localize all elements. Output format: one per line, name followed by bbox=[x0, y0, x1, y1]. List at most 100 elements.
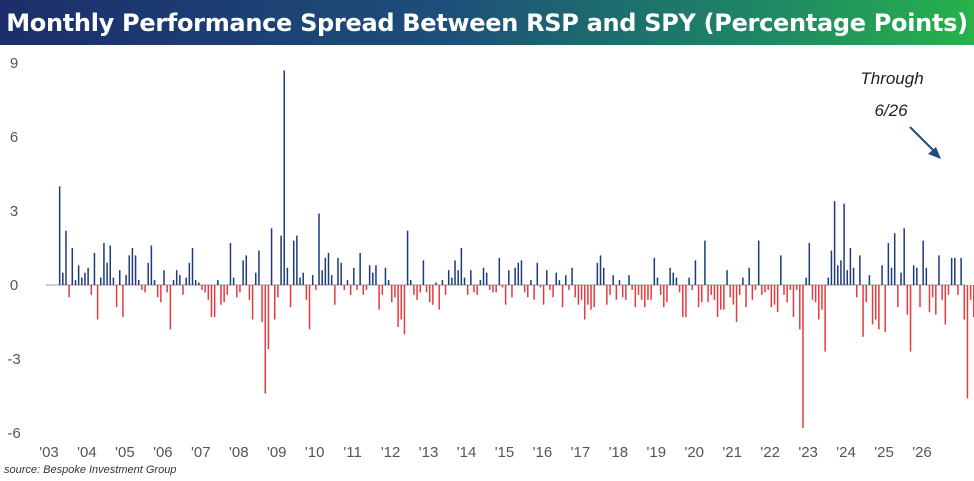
bar bbox=[315, 285, 317, 290]
bar bbox=[280, 235, 282, 285]
bar bbox=[653, 257, 656, 285]
bar bbox=[824, 285, 826, 352]
annotation-arrow-head bbox=[928, 147, 941, 159]
bar bbox=[201, 285, 203, 290]
bar bbox=[754, 285, 757, 290]
bar bbox=[305, 285, 308, 300]
bar bbox=[596, 262, 599, 285]
bar bbox=[403, 285, 406, 335]
bar bbox=[783, 285, 785, 295]
x-tick-label: '19 bbox=[647, 444, 667, 461]
bar bbox=[359, 252, 361, 285]
bar bbox=[125, 275, 127, 285]
bar bbox=[713, 285, 716, 300]
annotation-arrow-line bbox=[909, 126, 937, 154]
bar bbox=[925, 267, 928, 285]
bar bbox=[400, 285, 403, 320]
bar bbox=[903, 228, 905, 285]
bar bbox=[707, 285, 709, 303]
bar bbox=[881, 265, 883, 285]
bar bbox=[944, 285, 947, 325]
bar bbox=[843, 203, 845, 285]
bar bbox=[738, 285, 741, 295]
bar bbox=[103, 243, 105, 285]
bar bbox=[900, 272, 902, 285]
bar bbox=[191, 248, 194, 285]
bar bbox=[583, 285, 586, 320]
bar bbox=[852, 267, 855, 285]
bar bbox=[182, 285, 184, 295]
bar bbox=[217, 280, 219, 285]
bar bbox=[656, 277, 659, 285]
bar bbox=[644, 285, 646, 308]
bar bbox=[663, 285, 665, 308]
bar bbox=[77, 265, 80, 285]
y-tick-label: -3 bbox=[7, 351, 20, 368]
bar bbox=[688, 277, 690, 285]
bar bbox=[947, 285, 950, 295]
bar bbox=[343, 285, 346, 290]
bar bbox=[814, 285, 817, 303]
bar bbox=[871, 285, 874, 325]
bar bbox=[504, 285, 507, 305]
bar bbox=[438, 285, 440, 310]
x-tick-label: '20 bbox=[684, 444, 704, 461]
bar bbox=[166, 285, 168, 293]
bar bbox=[302, 272, 304, 285]
bar bbox=[473, 285, 475, 293]
bar bbox=[846, 270, 848, 285]
bar bbox=[368, 265, 371, 285]
bar bbox=[451, 277, 453, 285]
bar bbox=[552, 285, 554, 298]
bar bbox=[144, 285, 146, 293]
bar bbox=[87, 267, 89, 285]
bar bbox=[780, 255, 782, 285]
bar bbox=[685, 285, 687, 318]
bar bbox=[710, 285, 712, 295]
x-tick-label: '17 bbox=[571, 444, 591, 461]
bar bbox=[74, 280, 77, 285]
bar bbox=[432, 285, 434, 305]
bar bbox=[590, 285, 592, 310]
bar bbox=[318, 213, 320, 285]
bar bbox=[277, 285, 279, 298]
bar bbox=[346, 280, 349, 285]
bar bbox=[928, 285, 931, 313]
bar bbox=[514, 267, 516, 285]
x-tick-label: '23 bbox=[798, 444, 818, 461]
bar bbox=[226, 285, 229, 295]
bar bbox=[808, 243, 811, 285]
bar bbox=[849, 248, 852, 285]
bar bbox=[498, 257, 501, 285]
bar bbox=[476, 285, 478, 295]
bar bbox=[729, 285, 731, 298]
bar bbox=[454, 260, 456, 285]
bar bbox=[634, 285, 637, 308]
bar bbox=[267, 285, 270, 350]
bar bbox=[425, 285, 428, 293]
bar bbox=[378, 285, 380, 310]
bar bbox=[795, 285, 798, 290]
bar bbox=[732, 285, 735, 305]
bar bbox=[969, 285, 972, 300]
bar bbox=[119, 270, 121, 285]
bar bbox=[776, 285, 779, 313]
bar bbox=[239, 285, 241, 293]
y-axis: 9 6 3 0 -3 -6 bbox=[7, 55, 20, 442]
x-tick-label: '18 bbox=[609, 444, 629, 461]
annotation-line-2: 6/26 bbox=[874, 101, 908, 120]
bar bbox=[232, 277, 235, 285]
bar bbox=[735, 285, 738, 322]
bar bbox=[286, 267, 289, 285]
bar bbox=[571, 267, 573, 285]
bar bbox=[93, 252, 96, 285]
bar bbox=[770, 285, 773, 308]
x-tick-label: '04 bbox=[77, 444, 97, 461]
bar bbox=[960, 257, 962, 285]
bar bbox=[878, 285, 880, 330]
bar bbox=[647, 285, 649, 300]
bar bbox=[786, 285, 788, 303]
bar bbox=[887, 243, 890, 285]
bar bbox=[485, 272, 488, 285]
bar bbox=[441, 280, 444, 285]
